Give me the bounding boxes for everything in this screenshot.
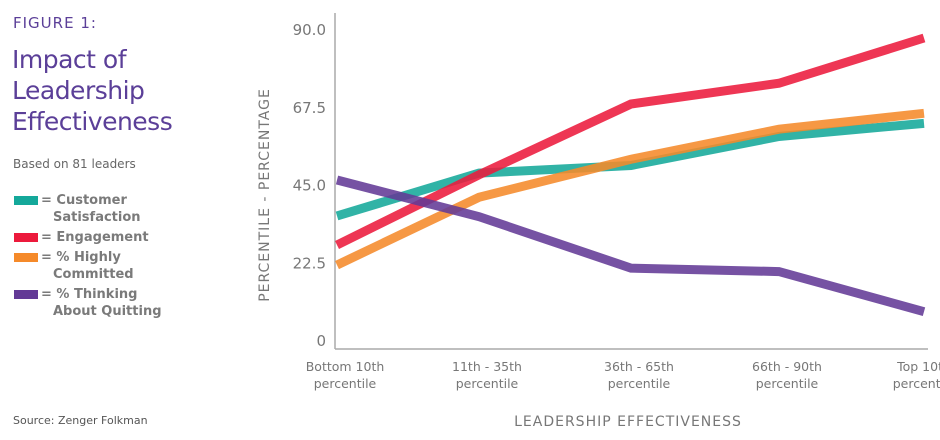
x-tick-label: 11th - 35th: [452, 359, 522, 374]
legend-swatch: [14, 253, 38, 262]
source-note: Source: Zenger Folkman: [13, 414, 148, 427]
legend-label: = Engagement: [41, 230, 149, 245]
legend-swatch: [14, 233, 38, 242]
chart-subtitle: Based on 81 leaders: [13, 157, 136, 171]
series-line: [335, 175, 926, 317]
y-axis-label: PERCENTILE - PERCENTAGE: [257, 88, 273, 302]
y-tick-label: 67.5: [293, 99, 326, 117]
legend-item: = % Thinking About Quitting: [14, 286, 181, 320]
x-tick-label: percentile: [314, 376, 377, 391]
legend: = Customer Satisfaction = Engagement = % Hi…: [14, 192, 181, 323]
legend-swatch: [14, 290, 38, 299]
x-tick-label: Top 10th: [896, 359, 940, 374]
y-tick-label: 90.0: [293, 21, 326, 39]
x-tick-label: percentile: [756, 376, 819, 391]
x-tick-label: 36th - 65th: [604, 359, 674, 374]
y-tick-label: 45.0: [293, 177, 326, 195]
legend-item: = Engagement: [14, 229, 181, 246]
x-tick-label: percentile: [608, 376, 671, 391]
legend-item: = Customer Satisfaction: [14, 192, 181, 226]
series-line: [335, 33, 926, 250]
legend-label: = % Thinking About Quitting: [41, 287, 162, 319]
figure-label: FIGURE 1:: [13, 14, 97, 32]
x-tick-label: Bottom 10th: [306, 359, 385, 374]
legend-label: = % Highly Committed: [41, 250, 134, 282]
legend-item: = % Highly Committed: [14, 249, 181, 283]
x-tick-label: 66th - 90th: [752, 359, 822, 374]
y-tick-label: 0: [316, 332, 326, 350]
chart-title: Impact of Leadership Effectiveness: [12, 45, 173, 136]
x-tick-label: percentile: [893, 376, 940, 391]
x-axis-label: LEADERSHIP EFFECTIVENESS: [514, 414, 742, 430]
y-tick-label: 22.5: [293, 254, 326, 272]
legend-swatch: [14, 196, 38, 205]
x-tick-label: percentile: [456, 376, 519, 391]
legend-label: = Customer Satisfaction: [41, 193, 141, 225]
